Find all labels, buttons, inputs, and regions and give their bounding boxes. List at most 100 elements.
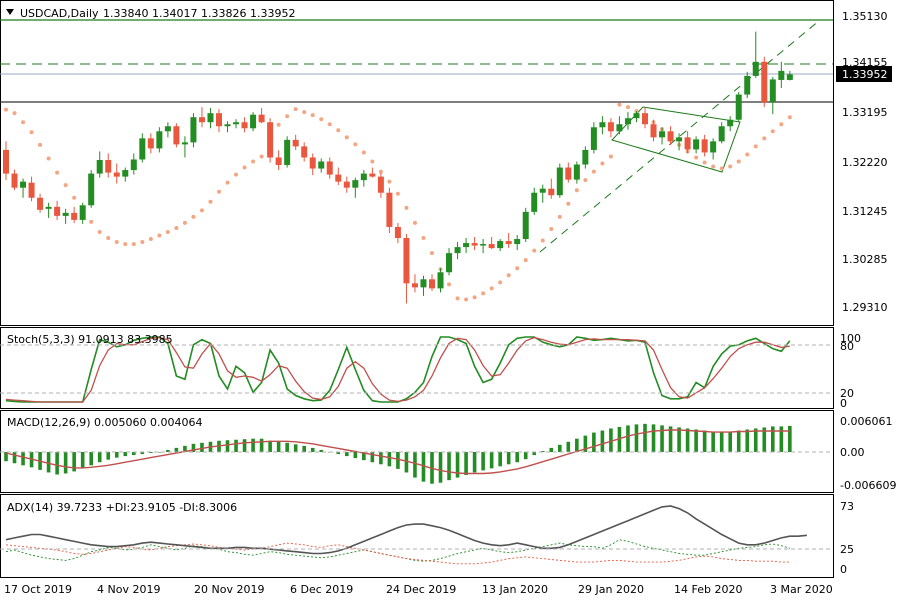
macd-histogram-bar: [72, 452, 76, 472]
candle-body: [786, 74, 793, 80]
price-panel-frame: [0, 0, 834, 326]
sar-dot: [532, 248, 537, 253]
adx-panel-frame: [0, 494, 834, 578]
macd-histogram-bar: [694, 429, 698, 452]
macd-histogram-bar: [191, 443, 196, 452]
candle-body: [693, 139, 700, 150]
candle-body: [79, 205, 86, 220]
sar-dot: [285, 114, 290, 119]
sar-dot: [498, 280, 503, 285]
candle-body: [190, 117, 197, 143]
collapse-triangle-icon[interactable]: [6, 9, 14, 15]
date-label: 17 Oct 2019: [4, 583, 72, 596]
candle-body: [301, 146, 308, 158]
macd-histogram-bar: [302, 445, 306, 452]
sar-dot: [753, 144, 758, 149]
candle-body: [216, 113, 222, 127]
candle-body: [676, 137, 683, 142]
stoch-main-line: [5, 336, 791, 403]
sar-dot: [702, 160, 707, 165]
sar-dot: [523, 258, 528, 263]
candle-body: [156, 131, 163, 149]
macd-label: MACD(12,26,9) 0.005060 0.004064: [7, 416, 203, 429]
macd-histogram-bar: [106, 452, 111, 460]
sar-dot: [719, 166, 724, 171]
sar-dot: [140, 240, 145, 245]
macd-histogram-bar: [336, 452, 341, 455]
date-label: 24 Dec 2019: [386, 583, 456, 596]
candle-body: [62, 212, 69, 216]
candle-body: [386, 192, 393, 227]
candle-body: [437, 272, 444, 289]
macd-histogram-bar: [12, 452, 17, 464]
stoch-level-label: 80: [840, 340, 854, 353]
sar-dot: [455, 296, 460, 301]
stoch-level-label: 100: [840, 332, 861, 345]
candle-body: [326, 161, 333, 175]
trendline-dashed[interactable]: [539, 19, 821, 253]
candle-body: [20, 181, 27, 188]
macd-histogram-bar: [200, 442, 204, 452]
macd-histogram-bar: [293, 444, 298, 452]
sar-dot: [617, 102, 622, 107]
macd-histogram-bar: [319, 449, 324, 452]
sar-dot: [55, 170, 60, 175]
sar-dot: [29, 130, 34, 135]
candle-body: [318, 161, 325, 169]
candle-body: [130, 159, 137, 171]
candle-body: [284, 139, 291, 166]
macd-histogram-bar: [413, 452, 417, 478]
price-label: 1.32220: [842, 156, 888, 169]
price-label: 1.33195: [842, 106, 888, 119]
sar-dot: [515, 266, 520, 271]
sar-dot: [745, 152, 750, 157]
macd-histogram-bar: [558, 444, 562, 452]
macd-histogram-bar: [421, 452, 426, 482]
sar-dot: [310, 113, 315, 118]
candle-body: [522, 211, 529, 240]
candle-body: [471, 243, 478, 246]
candle-body: [769, 79, 776, 103]
adx-label: ADX(14) 39.7233 +DI:23.9105 -DI:8.3006: [7, 501, 237, 514]
candle-body: [556, 167, 563, 196]
sar-dot: [21, 120, 26, 125]
macd-histogram-bar: [166, 449, 170, 452]
candle-body: [735, 94, 742, 120]
sar-dot: [608, 154, 613, 159]
macd-histogram-and-signal: [4, 423, 792, 484]
candle-body: [463, 243, 470, 248]
sar-dot: [404, 205, 409, 210]
candle-body: [71, 212, 78, 220]
macd-histogram-bar: [353, 452, 358, 459]
macd-histogram-bar: [97, 452, 102, 463]
sar-dot: [234, 172, 239, 177]
candle-body: [616, 124, 623, 132]
sar-dot: [412, 220, 417, 225]
candle-body: [531, 192, 538, 212]
candle-body: [292, 139, 299, 147]
macd-histogram-bar: [89, 452, 93, 466]
sar-dot: [711, 164, 716, 169]
date-label: 4 Nov 2019: [97, 583, 160, 596]
macd-histogram-bar: [498, 452, 502, 467]
macd-histogram-bar: [387, 452, 392, 467]
macd-histogram-bar: [600, 430, 605, 452]
macd-histogram-bar: [242, 439, 247, 452]
candle-body: [403, 238, 410, 284]
date-label: 29 Jan 2020: [578, 583, 644, 596]
price-label: 1.31245: [842, 205, 888, 218]
candle-body: [488, 244, 495, 249]
sar-dot: [12, 111, 17, 116]
sar-dot: [540, 238, 545, 243]
sar-dot: [148, 237, 153, 242]
sar-dot: [779, 122, 784, 127]
adx-level-label: 0: [840, 563, 847, 576]
macd-histogram-bar: [617, 426, 622, 452]
macd-histogram-bar: [626, 425, 630, 452]
adx-lines: [5, 505, 807, 565]
sar-dot: [344, 135, 349, 140]
macd-histogram-bar: [592, 432, 596, 452]
macd-histogram-bar: [523, 452, 528, 460]
macd-histogram-bar: [438, 452, 443, 483]
